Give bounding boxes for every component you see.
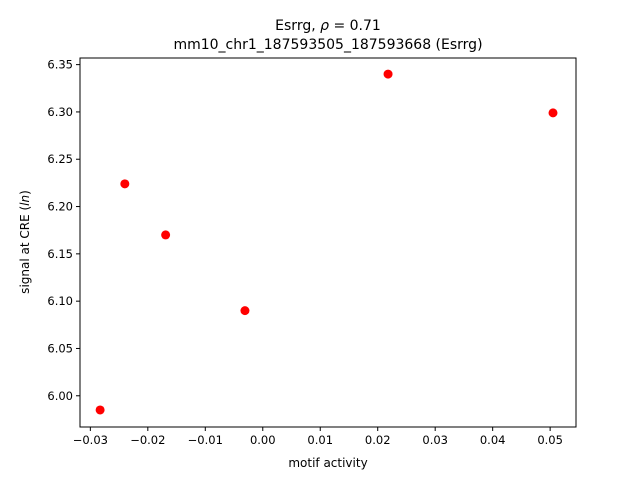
plot-area (79, 57, 577, 428)
x-tick-label: −0.03 (73, 433, 108, 447)
x-tick-label: 0.04 (480, 433, 506, 447)
y-tick-label: 6.35 (47, 58, 73, 72)
chart-title-line2: mm10_chr1_187593505_187593668 (Esrrg) (173, 37, 482, 53)
data-point (95, 405, 105, 415)
data-point (240, 306, 250, 316)
x-tick-label: 0.01 (307, 433, 333, 447)
data-point (548, 108, 558, 118)
y-tick-label: 6.15 (47, 247, 73, 261)
y-axis-ticks: 6.00 6.05 6.10 6.15 6.20 6.25 6.30 6.35 (47, 58, 80, 403)
x-tick-label: −0.01 (188, 433, 223, 447)
data-point (383, 69, 393, 79)
y-tick-label: 6.05 (47, 341, 73, 355)
y-tick-label: 6.25 (47, 152, 73, 166)
x-tick-label: 0.03 (422, 433, 448, 447)
data-points (95, 69, 558, 415)
data-point (161, 230, 171, 240)
x-tick-label: −0.02 (130, 433, 165, 447)
x-tick-label: 0.02 (365, 433, 391, 447)
x-axis-label: motif activity (288, 456, 367, 470)
y-tick-label: 6.10 (47, 294, 73, 308)
y-tick-label: 6.20 (47, 200, 73, 214)
y-tick-label: 6.00 (47, 389, 73, 403)
chart-title-line1: Esrrg, ρ = 0.71 (275, 18, 381, 34)
data-point (120, 179, 130, 189)
y-axis-label: signal at CRE (ln) (18, 190, 32, 294)
y-tick-label: 6.30 (47, 105, 73, 119)
x-tick-label: 0.00 (250, 433, 276, 447)
x-tick-label: 0.05 (537, 433, 563, 447)
x-axis-ticks: −0.03 −0.02 −0.01 0.00 0.01 0.02 0.03 0.04 0.05 (73, 427, 563, 447)
